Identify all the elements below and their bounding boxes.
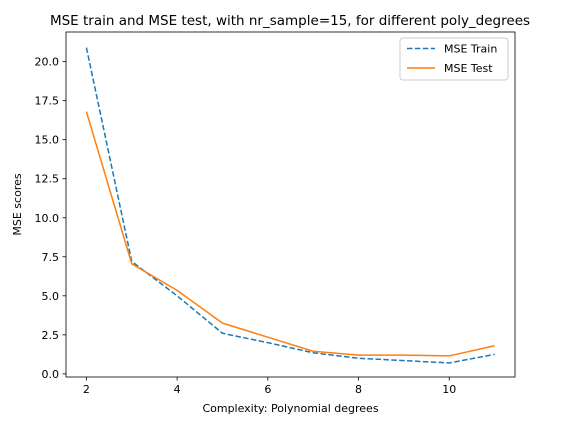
chart-title: MSE train and MSE test, with nr_sample=1… bbox=[50, 13, 530, 29]
y-tick-label: 5.0 bbox=[42, 290, 60, 303]
y-tick-label: 10.0 bbox=[35, 212, 60, 225]
y-tick-label: 12.5 bbox=[35, 173, 60, 186]
plot-frame bbox=[65, 31, 516, 378]
y-tick-label: 2.5 bbox=[42, 329, 60, 342]
x-axis: 2 4 6 8 10 bbox=[83, 377, 456, 396]
plot-area: 2 4 6 8 10 0.0 2.5 5.0 7.5 10.0 12.5 15.0 17.5 20.0 bbox=[35, 31, 516, 396]
y-tick-label: 15.0 bbox=[35, 134, 60, 147]
x-tick-label: 10 bbox=[442, 383, 456, 396]
x-axis-label: Complexity: Polynomial degrees bbox=[202, 402, 378, 415]
x-tick-label: 8 bbox=[355, 383, 362, 396]
x-tick-label: 6 bbox=[264, 383, 271, 396]
legend-label: MSE Train bbox=[444, 43, 497, 56]
series-line-test bbox=[85, 111, 495, 357]
y-tick-label: 17.5 bbox=[35, 95, 60, 108]
x-tick-label: 2 bbox=[83, 383, 90, 396]
series-line-train bbox=[85, 47, 495, 364]
y-axis-label: MSE scores bbox=[11, 173, 24, 235]
x-tick-label: 4 bbox=[174, 383, 181, 396]
series-lines bbox=[85, 47, 495, 364]
legend-label: MSE Test bbox=[444, 62, 493, 75]
y-tick-label: 7.5 bbox=[42, 251, 60, 264]
y-tick-label: 20.0 bbox=[35, 56, 60, 69]
y-tick-label: 0.0 bbox=[42, 368, 60, 381]
legend-entries: MSE Train MSE Test bbox=[407, 43, 497, 75]
y-axis: 0.0 2.5 5.0 7.5 10.0 12.5 15.0 17.5 20.0 bbox=[35, 56, 66, 381]
legend: MSE Train MSE Test bbox=[399, 37, 509, 81]
